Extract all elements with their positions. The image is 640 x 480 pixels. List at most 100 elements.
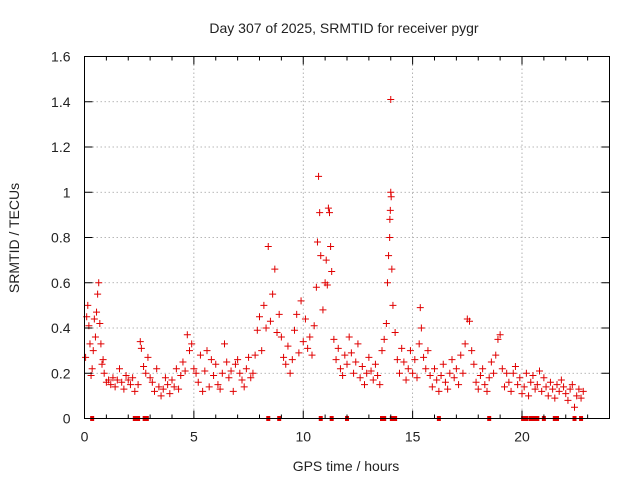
data-point <box>457 351 465 359</box>
data-point <box>546 378 554 386</box>
data-point <box>402 376 410 384</box>
data-point <box>435 387 443 395</box>
data-point <box>291 326 298 334</box>
data-point <box>352 358 360 366</box>
data-point <box>240 383 248 391</box>
data-point <box>577 394 585 402</box>
data-point <box>448 356 456 364</box>
data-point <box>485 374 493 382</box>
data-point <box>192 369 200 377</box>
data-point <box>111 383 119 391</box>
data-point <box>470 360 478 368</box>
y-tick-label: 0.6 <box>51 275 71 291</box>
data-point <box>406 347 414 355</box>
data-point <box>525 392 533 400</box>
data-point <box>459 369 467 377</box>
data-point <box>509 369 517 377</box>
data-point <box>415 340 423 348</box>
data-point <box>446 369 454 377</box>
data-point <box>86 340 94 348</box>
data-point <box>122 372 130 380</box>
data-point <box>330 335 338 343</box>
data-point <box>306 333 314 341</box>
data-point <box>496 331 504 339</box>
data-point <box>179 358 187 366</box>
data-point <box>461 340 469 348</box>
data-point <box>363 369 371 377</box>
data-point <box>238 376 246 384</box>
data-point <box>201 367 209 375</box>
data-point <box>251 351 259 359</box>
data-point <box>409 369 417 377</box>
data-point <box>312 283 320 291</box>
data-point <box>253 326 261 334</box>
data-point <box>153 365 161 373</box>
data-point <box>422 365 430 373</box>
data-point <box>494 335 502 343</box>
data-point <box>99 356 107 364</box>
data-point <box>498 365 506 373</box>
data-point <box>374 372 382 380</box>
data-point <box>266 317 274 325</box>
chart-title: Day 307 of 2025, SRMTID for receiver pyg… <box>209 20 479 36</box>
y-tick-label: 0.8 <box>51 230 71 246</box>
y-tick-label: 1 <box>63 184 71 200</box>
y-tick-label: 1.6 <box>51 49 71 65</box>
data-point <box>223 358 231 366</box>
data-point <box>383 279 391 287</box>
data-point <box>382 319 390 327</box>
data-point <box>365 353 373 361</box>
y-tick-label: 0.4 <box>51 320 71 336</box>
x-tick-label: 20 <box>514 429 530 445</box>
data-point <box>538 387 546 395</box>
y-tick-labels: 0 0.2 0.4 0.6 0.8 1 1.2 1.4 1.6 <box>51 49 71 427</box>
data-point <box>531 385 539 393</box>
data-point <box>474 385 482 393</box>
data-point <box>95 279 103 287</box>
data-point <box>93 308 101 316</box>
data-point <box>277 333 285 341</box>
data-point <box>549 385 557 393</box>
data-point <box>269 290 277 298</box>
data-point <box>221 340 228 348</box>
data-point <box>229 387 237 395</box>
x-tick-label: 10 <box>295 429 311 445</box>
x-tick-label: 5 <box>190 429 198 445</box>
data-point <box>181 367 189 375</box>
data-point <box>326 209 333 217</box>
data-point <box>336 365 344 373</box>
data-point <box>212 360 220 368</box>
data-point <box>343 360 351 368</box>
data-point <box>188 340 196 348</box>
data-point <box>385 252 393 260</box>
data-point <box>183 331 191 339</box>
data-point <box>225 374 233 382</box>
data-point <box>347 349 355 357</box>
data-point <box>468 347 476 355</box>
data-point <box>207 356 215 364</box>
data-point <box>284 342 292 350</box>
data-point <box>522 369 530 377</box>
data-point <box>280 353 288 361</box>
data-point <box>332 356 340 364</box>
data-point <box>387 193 395 201</box>
data-point <box>245 353 253 361</box>
axis-ticks <box>84 56 610 419</box>
data-point <box>553 381 561 389</box>
y-tick-label: 1.2 <box>51 139 71 155</box>
data-point <box>231 360 239 368</box>
data-point <box>345 333 353 341</box>
x-tick-label: 0 <box>81 429 89 445</box>
data-point <box>315 172 323 180</box>
data-point <box>107 381 115 389</box>
data-point <box>350 369 358 377</box>
data-point <box>341 351 349 359</box>
x-tick-label: 15 <box>405 429 421 445</box>
data-point <box>354 340 362 348</box>
data-point <box>481 381 489 389</box>
data-point <box>376 381 384 389</box>
data-point <box>388 265 396 273</box>
data-point <box>328 267 336 275</box>
data-point <box>151 387 158 395</box>
data-point <box>356 374 364 382</box>
